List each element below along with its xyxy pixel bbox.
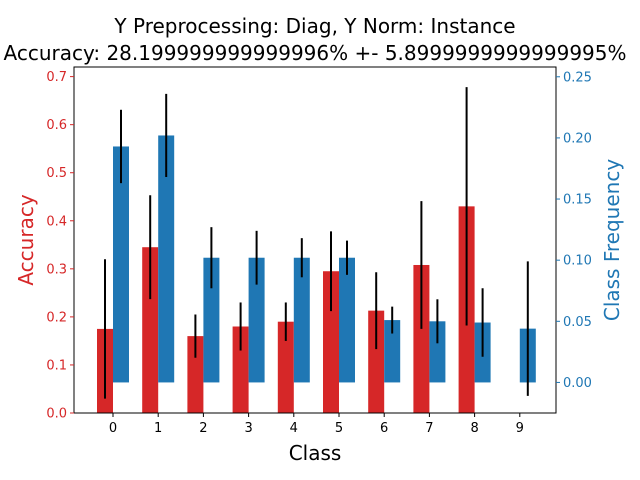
x-tick-label-2: 2 bbox=[199, 421, 207, 436]
x-tick-label-7: 7 bbox=[425, 421, 433, 436]
accuracy-bar-1 bbox=[142, 247, 159, 413]
y-left-tick-label: 0.7 bbox=[46, 70, 67, 85]
x-tick-label-3: 3 bbox=[244, 421, 252, 436]
bars-layer bbox=[97, 135, 536, 413]
frequency-bar-2 bbox=[203, 257, 220, 383]
chart-title-line2: Accuracy: 28.199999999999996% +- 5.89999… bbox=[4, 41, 627, 65]
frequency-bar-6 bbox=[384, 320, 401, 383]
y-right-tick-label: 0.25 bbox=[563, 70, 592, 85]
x-axis-label: Class bbox=[289, 441, 342, 465]
plot-frame bbox=[73, 66, 557, 414]
frequency-bar-4 bbox=[293, 257, 310, 383]
accuracy-bar-3 bbox=[232, 326, 249, 413]
frequency-bar-3 bbox=[248, 257, 265, 383]
y-axis-right: 0.00 0.05 0.10 0.15 0.20 0.25 bbox=[556, 70, 592, 391]
x-tick-label-6: 6 bbox=[380, 421, 388, 436]
accuracy-bar-4 bbox=[277, 321, 294, 413]
y-axis-left: 0.0 0.1 0.2 0.3 0.4 0.5 0.6 0.7 bbox=[46, 70, 74, 422]
x-tick-label-9: 9 bbox=[516, 421, 524, 436]
frequency-bar-7 bbox=[429, 321, 446, 383]
y-right-tick-label: 0.00 bbox=[563, 376, 592, 391]
accuracy-bar-6 bbox=[368, 310, 385, 413]
frequency-bar-1 bbox=[158, 135, 175, 383]
accuracy-bar-7 bbox=[413, 264, 430, 413]
x-tick-label-0: 0 bbox=[109, 421, 117, 436]
y-left-tick-label: 0.3 bbox=[46, 262, 67, 277]
y-right-tick-label: 0.05 bbox=[563, 315, 592, 330]
accuracy-bar-2 bbox=[187, 336, 204, 413]
y-right-tick-label: 0.10 bbox=[563, 254, 592, 269]
x-tick-label-1: 1 bbox=[154, 421, 162, 436]
errorbars-layer bbox=[104, 87, 529, 399]
y-right-tick-label: 0.20 bbox=[563, 131, 592, 146]
y-axis-label-left: Accuracy bbox=[14, 194, 38, 285]
y-right-tick-label: 0.15 bbox=[563, 193, 592, 208]
x-axis: 0 1 2 3 4 5 6 7 8 9 bbox=[109, 413, 524, 436]
x-tick-label-4: 4 bbox=[290, 421, 298, 436]
y-left-tick-label: 0.4 bbox=[46, 214, 67, 229]
y-left-tick-label: 0.5 bbox=[46, 166, 67, 181]
frequency-bar-0 bbox=[113, 146, 129, 383]
y-left-tick-label: 0.0 bbox=[46, 407, 67, 422]
y-axis-label-right: Class Frequency bbox=[600, 159, 624, 321]
y-left-tick-label: 0.2 bbox=[46, 310, 67, 325]
chart-title-line1: Y Preprocessing: Diag, Y Norm: Instance bbox=[113, 14, 515, 38]
y-left-tick-label: 0.6 bbox=[46, 118, 67, 133]
x-tick-label-8: 8 bbox=[470, 421, 478, 436]
frequency-bar-5 bbox=[339, 257, 355, 383]
y-left-tick-label: 0.1 bbox=[46, 358, 67, 373]
x-tick-label-5: 5 bbox=[335, 421, 343, 436]
accuracy-bar-5 bbox=[323, 271, 339, 413]
